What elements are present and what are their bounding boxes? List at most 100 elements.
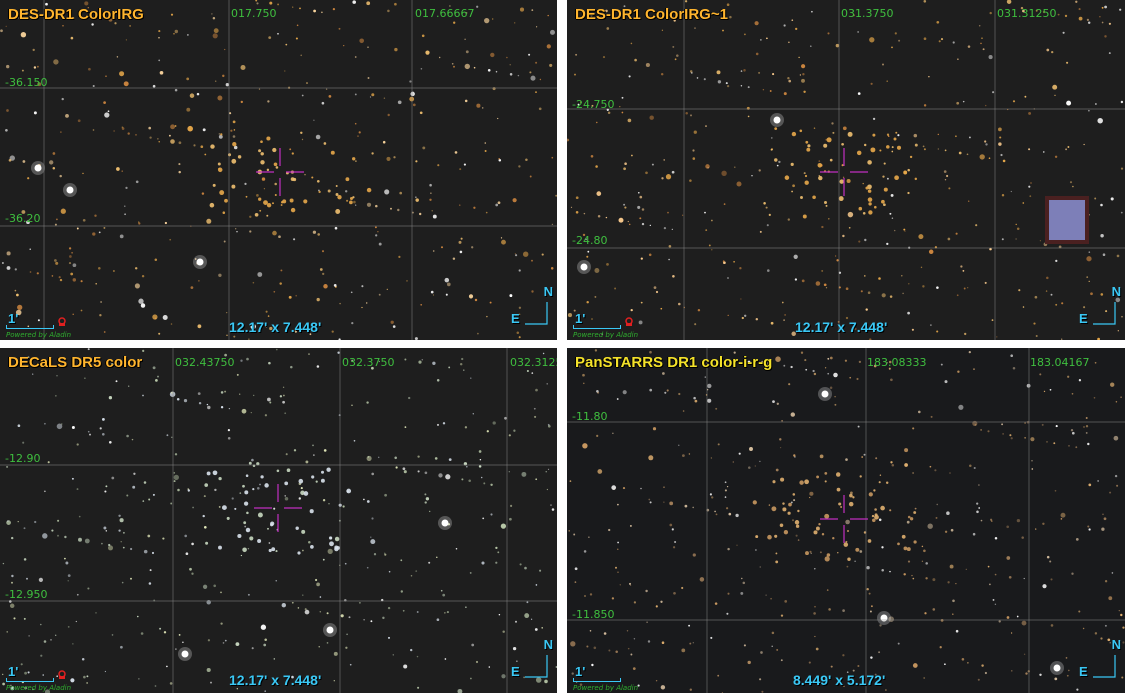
star (788, 79, 792, 83)
star (1001, 238, 1004, 241)
star (1016, 227, 1020, 230)
sky-panel-des-dr1[interactable]: DES-DR1 ColorIRG 017.750 017.66667 -36.1… (0, 0, 557, 340)
star (754, 465, 756, 467)
star (402, 467, 406, 471)
star (1031, 468, 1034, 470)
star (591, 318, 593, 320)
compass-north: N (543, 284, 553, 299)
cluster-galaxy (218, 545, 222, 550)
star (432, 294, 435, 296)
star (578, 365, 581, 368)
star (315, 134, 321, 140)
cluster-galaxy (841, 142, 844, 146)
cluster-galaxy (862, 211, 866, 215)
star (678, 392, 681, 396)
star (247, 547, 250, 550)
star (305, 460, 309, 464)
cluster-galaxy (298, 478, 304, 484)
star (845, 316, 849, 320)
compass: N E (1075, 637, 1121, 683)
star (437, 164, 440, 167)
star (887, 135, 890, 137)
aladin-logo-icon[interactable] (57, 670, 67, 680)
star (319, 611, 322, 613)
star (776, 648, 779, 651)
star (322, 558, 325, 561)
star (152, 366, 156, 370)
star (583, 594, 587, 598)
star (1120, 396, 1122, 398)
star (1010, 437, 1013, 440)
star (308, 540, 311, 544)
star (759, 230, 762, 233)
star (742, 581, 746, 585)
aladin-logo-icon[interactable] (57, 317, 67, 327)
star (366, 401, 369, 404)
scale-bar (573, 325, 621, 329)
star (938, 40, 941, 43)
star (802, 73, 805, 76)
star (394, 456, 397, 460)
star (223, 240, 226, 243)
star (84, 1, 89, 6)
star (852, 669, 855, 672)
star (366, 202, 372, 207)
star (72, 643, 74, 645)
star (923, 37, 927, 41)
star (434, 457, 438, 460)
star (280, 269, 283, 272)
star (618, 217, 624, 223)
star (460, 237, 463, 240)
aladin-logo-icon[interactable] (624, 317, 634, 327)
star (716, 70, 721, 75)
star (1035, 334, 1038, 338)
star (878, 651, 881, 654)
star (189, 567, 192, 571)
cluster-galaxy (815, 526, 820, 531)
star (129, 25, 131, 27)
star (647, 640, 651, 643)
star (404, 426, 407, 428)
star (213, 584, 216, 588)
sky-panel-panstarrs-dr1[interactable]: PanSTARRS DR1 color-i-r-g 183.08333 183.… (567, 348, 1125, 693)
star (498, 158, 501, 160)
star (118, 514, 121, 518)
star (902, 292, 904, 295)
sky-panel-des-dr1-1[interactable]: DES-DR1 ColorIRG~1 031.3750 031.31250 -2… (567, 0, 1125, 340)
cluster-galaxy (804, 479, 809, 485)
star (759, 566, 761, 568)
star (473, 66, 476, 69)
star (148, 498, 151, 501)
star (1122, 641, 1125, 644)
star (436, 618, 440, 622)
star (442, 422, 446, 425)
star (681, 586, 684, 590)
star (224, 353, 227, 357)
star (173, 480, 176, 483)
cluster-galaxy (232, 142, 237, 147)
sky-background (0, 0, 557, 340)
star (108, 543, 111, 547)
star (898, 39, 901, 42)
star (148, 582, 152, 585)
star (570, 641, 576, 647)
star (593, 646, 597, 650)
star (133, 472, 136, 475)
star (518, 165, 521, 168)
star (819, 551, 822, 554)
sky-panel-decals-dr5[interactable]: DECaLS DR5 color 032.43750 032.3750 032.… (0, 348, 557, 693)
star (345, 646, 348, 649)
star (1111, 572, 1114, 574)
star (525, 158, 528, 161)
star (233, 145, 238, 150)
star (1085, 417, 1088, 419)
star (142, 500, 145, 502)
cluster-galaxy (248, 461, 252, 465)
star (420, 68, 423, 70)
star (780, 614, 784, 617)
star (547, 468, 550, 471)
star (232, 120, 236, 124)
cluster-galaxy (771, 506, 777, 512)
star (1051, 50, 1054, 54)
star (531, 290, 534, 293)
